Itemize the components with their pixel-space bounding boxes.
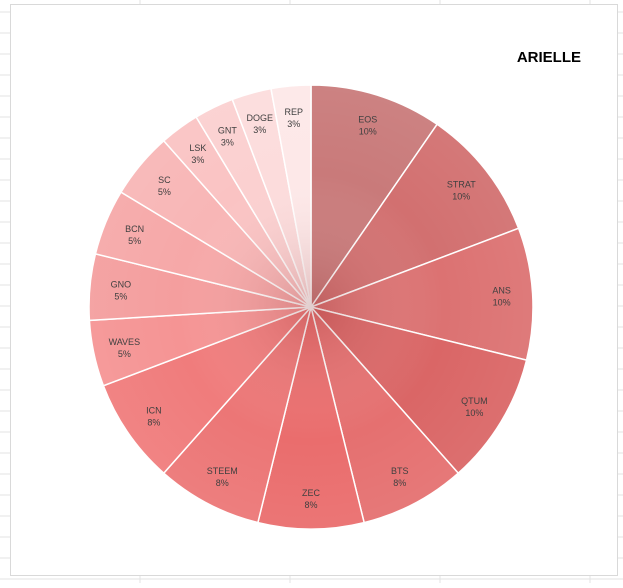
slice-percent-doge: 3% (253, 125, 266, 135)
slice-label-gnt: GNT (218, 125, 238, 135)
slice-percent-waves: 5% (118, 349, 131, 359)
slice-label-bcn: BCN (125, 224, 144, 234)
slice-percent-gno: 5% (114, 292, 127, 302)
slice-label-rep: REP (284, 107, 303, 117)
slice-label-bts: BTS (391, 466, 409, 476)
slice-percent-qtum: 10% (465, 408, 483, 418)
slice-label-steem: STEEM (207, 466, 238, 476)
slice-label-sc: SC (158, 175, 171, 185)
pie-chart: EOS 10% STRAT 10% ANS 10% QTUM 10% BTS 8% ZEC 8% STE… (88, 84, 534, 530)
slice-percent-strat: 10% (452, 191, 470, 201)
slice-percent-eos: 10% (359, 127, 377, 137)
slice-percent-zec: 8% (304, 500, 317, 510)
slice-percent-gnt: 3% (221, 137, 234, 147)
slice-label-ans: ANS (492, 285, 511, 295)
slice-percent-lsk: 3% (191, 155, 204, 165)
slice-percent-icn: 8% (147, 417, 160, 427)
slice-label-gno: GNO (111, 280, 132, 290)
slice-label-doge: DOGE (246, 113, 273, 123)
slice-label-qtum: QTUM (461, 396, 488, 406)
slice-percent-sc: 5% (158, 187, 171, 197)
slice-percent-bcn: 5% (128, 236, 141, 246)
slice-label-eos: EOS (358, 115, 377, 125)
chart-area[interactable]: ARIELLE EOS 10% STRAT 10% ANS 10% QTUM 10% BTS 8%… (10, 4, 618, 576)
slice-label-lsk: LSK (189, 143, 206, 153)
slice-label-waves: WAVES (109, 337, 141, 347)
slice-percent-bts: 8% (393, 478, 406, 488)
slice-percent-ans: 10% (493, 297, 511, 307)
slice-percent-rep: 3% (287, 119, 300, 129)
slice-label-strat: STRAT (447, 179, 476, 189)
slice-label-zec: ZEC (302, 488, 321, 498)
chart-title: ARIELLE (516, 49, 581, 66)
slice-label-icn: ICN (146, 405, 162, 415)
slice-percent-steem: 8% (216, 478, 229, 488)
